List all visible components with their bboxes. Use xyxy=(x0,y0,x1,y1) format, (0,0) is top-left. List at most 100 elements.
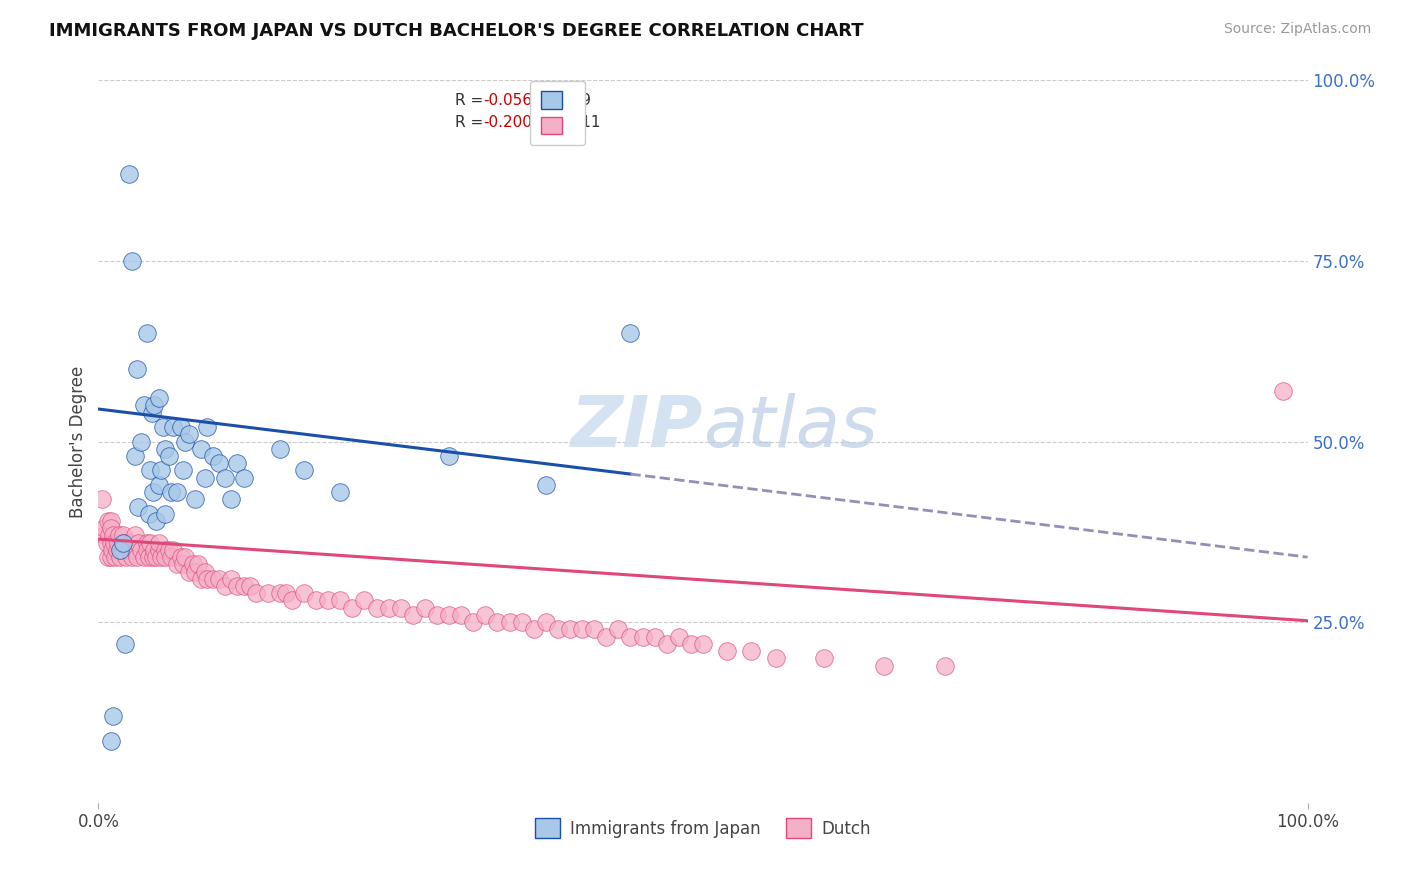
Text: atlas: atlas xyxy=(703,392,877,461)
Point xyxy=(342,600,364,615)
Point xyxy=(679,637,702,651)
Point xyxy=(534,478,557,492)
Point xyxy=(152,420,174,434)
Point xyxy=(184,492,207,507)
Point xyxy=(208,572,231,586)
Point xyxy=(127,500,149,514)
Point xyxy=(558,623,581,637)
Point xyxy=(108,550,131,565)
Point xyxy=(366,600,388,615)
Point xyxy=(595,630,617,644)
Point xyxy=(486,615,509,630)
Text: IMMIGRANTS FROM JAPAN VS DUTCH BACHELOR'S DEGREE CORRELATION CHART: IMMIGRANTS FROM JAPAN VS DUTCH BACHELOR'… xyxy=(49,22,863,40)
Point xyxy=(184,565,207,579)
Point xyxy=(124,449,146,463)
Point xyxy=(135,542,157,557)
Point xyxy=(179,565,201,579)
Point xyxy=(208,456,231,470)
Point xyxy=(127,550,149,565)
Point xyxy=(450,607,472,622)
Point xyxy=(96,535,118,549)
Point xyxy=(214,470,236,484)
Point xyxy=(153,550,176,565)
Point xyxy=(157,542,180,557)
Point xyxy=(97,514,120,528)
Point xyxy=(150,550,173,565)
Text: ZIP: ZIP xyxy=(571,392,703,461)
Point xyxy=(413,600,436,615)
Point xyxy=(692,637,714,651)
Point xyxy=(105,542,128,557)
Point xyxy=(329,485,352,500)
Point xyxy=(138,550,160,565)
Point xyxy=(103,535,125,549)
Point xyxy=(162,420,184,434)
Point xyxy=(523,623,546,637)
Point xyxy=(316,593,339,607)
Point xyxy=(172,463,194,477)
Point xyxy=(166,485,188,500)
Text: N = 49: N = 49 xyxy=(527,93,591,108)
Point xyxy=(644,630,666,644)
Point xyxy=(148,478,170,492)
Point xyxy=(716,644,738,658)
Point xyxy=(437,607,460,622)
Point xyxy=(166,558,188,572)
Point xyxy=(100,521,122,535)
Point xyxy=(169,420,191,434)
Point xyxy=(101,709,124,723)
Point xyxy=(129,542,152,557)
Point xyxy=(118,542,141,557)
Point xyxy=(377,600,399,615)
Point xyxy=(232,579,254,593)
Point xyxy=(135,535,157,549)
Point xyxy=(195,420,218,434)
Point xyxy=(138,507,160,521)
Point xyxy=(135,326,157,340)
Point xyxy=(97,550,120,565)
Point xyxy=(655,637,678,651)
Point xyxy=(127,362,149,376)
Point xyxy=(145,514,167,528)
Point xyxy=(153,442,176,456)
Point xyxy=(437,449,460,463)
Point xyxy=(353,593,375,607)
Point xyxy=(934,658,956,673)
Point xyxy=(124,528,146,542)
Point xyxy=(107,535,129,549)
Point xyxy=(111,535,134,549)
Point xyxy=(150,463,173,477)
Point xyxy=(148,535,170,549)
Point xyxy=(174,550,197,565)
Point xyxy=(139,463,162,477)
Point xyxy=(153,507,176,521)
Point xyxy=(402,607,425,622)
Point xyxy=(269,442,291,456)
Point xyxy=(148,391,170,405)
Point xyxy=(121,253,143,268)
Text: -0.200: -0.200 xyxy=(482,115,531,129)
Point xyxy=(292,463,315,477)
Point xyxy=(329,593,352,607)
Point xyxy=(274,586,297,600)
Point xyxy=(245,586,267,600)
Point xyxy=(169,550,191,565)
Point xyxy=(474,607,496,622)
Point xyxy=(619,326,641,340)
Point xyxy=(426,607,449,622)
Point xyxy=(740,644,762,658)
Point xyxy=(221,572,243,586)
Point xyxy=(873,658,896,673)
Point xyxy=(142,485,165,500)
Point xyxy=(145,550,167,565)
Point xyxy=(100,734,122,748)
Point xyxy=(148,542,170,557)
Text: Source: ZipAtlas.com: Source: ZipAtlas.com xyxy=(1223,22,1371,37)
Point xyxy=(108,542,131,557)
Point xyxy=(134,398,156,412)
Point xyxy=(583,623,606,637)
Point xyxy=(181,558,204,572)
Legend: Immigrants from Japan, Dutch: Immigrants from Japan, Dutch xyxy=(529,812,877,845)
Point xyxy=(269,586,291,600)
Point xyxy=(179,427,201,442)
